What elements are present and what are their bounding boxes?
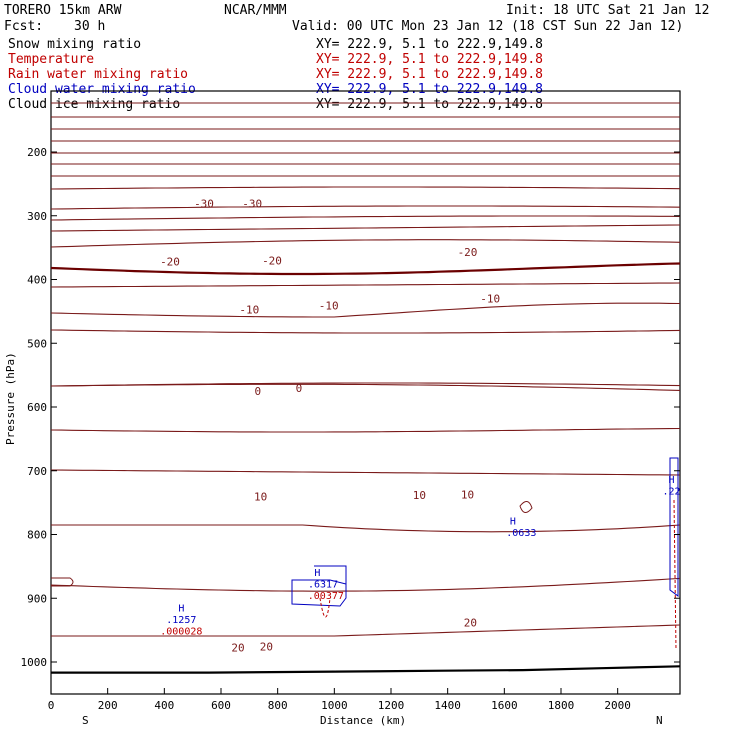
cloud-water-cell-1b: [314, 565, 347, 596]
contour-labels: -30 -30 -20 -20 -20 -10 -10 -10 0 0 10 10 10 20 20 20: [160, 198, 500, 655]
cloud-water-cell-1: [291, 579, 347, 607]
field-name-3: Cloud water mixing ratio: [8, 82, 196, 97]
field-name-0: Snow mixing ratio: [8, 37, 141, 52]
contour-label-9: 0: [296, 382, 303, 395]
fcst-value: 30 h: [74, 19, 105, 34]
fcst-label: Fcst:: [4, 19, 43, 34]
annotation-3: H: [314, 568, 320, 579]
contour-label-8: 0: [255, 385, 262, 398]
annotation-7: .0633: [506, 528, 536, 539]
contour--20: [50, 205, 681, 210]
annotation-8: H: [668, 475, 674, 486]
contour-5: [50, 282, 681, 288]
x-tick-label-1000: 1000: [321, 699, 348, 712]
x-tick-label-0: 0: [48, 699, 55, 712]
field-name-1: Temperature: [8, 52, 94, 67]
rain-cell-1: [319, 597, 331, 618]
x-tick-label-600: 600: [211, 699, 231, 712]
field-xy-4: XY= 222.9, 5.1 to 222.9,149.8: [316, 97, 543, 112]
annotation-9: .22: [662, 486, 680, 497]
contour-lower-4: [50, 577, 681, 592]
contour-label-13: 20: [231, 641, 244, 654]
init-time: Init: 18 UTC Sat 21 Jan 12: [506, 3, 710, 18]
field-xy-2: XY= 222.9, 5.1 to 222.9,149.8: [316, 67, 543, 82]
annotation-6: H: [510, 516, 516, 527]
x-axis-label: Distance (km): [320, 714, 406, 727]
contour-label-0: -30: [194, 198, 214, 211]
x-tick-label-200: 200: [98, 699, 118, 712]
field-xy-1: XY= 222.9, 5.1 to 222.9,149.8: [316, 52, 543, 67]
annotation-2: .000028: [160, 627, 202, 638]
cloud-water-cell-edge: [669, 457, 679, 597]
terrain-surface: [51, 665, 681, 674]
x-tick-label-2000: 2000: [604, 699, 631, 712]
contour--25: [50, 186, 681, 190]
contour-lower-1: [50, 427, 681, 433]
contour-label-4: -20: [458, 246, 478, 259]
south-label: S: [82, 714, 89, 727]
contour-lower-5: [51, 624, 681, 637]
field-xy-0: XY= 222.9, 5.1 to 222.9,149.8: [316, 37, 543, 52]
field-name-2: Rain water mixing ratio: [8, 67, 188, 82]
annotation-1: .1257: [166, 615, 196, 626]
contour--15: [50, 215, 681, 221]
y-axis-label: Pressure (hPa): [4, 352, 17, 445]
annotation-5: .00377: [308, 591, 344, 602]
contour-lower-3: [51, 524, 681, 533]
terrain-line: [51, 665, 681, 674]
contour-label-3: -20: [262, 254, 282, 267]
y-tick-label-600: 600: [27, 401, 47, 414]
y-tick-label-200: 200: [27, 146, 47, 159]
x-tick-label-400: 400: [154, 699, 174, 712]
contour-label-10: 10: [254, 490, 267, 503]
field-name-4: Cloud ice mixing ratio: [8, 97, 180, 112]
annotation-4: .6317: [308, 579, 338, 590]
x-tick-label-1600: 1600: [491, 699, 518, 712]
north-label: N: [656, 714, 663, 727]
field-xy-3: XY= 222.9, 5.1 to 222.9,149.8: [316, 82, 543, 97]
contour-0: [50, 262, 681, 276]
contour-label-12: 10: [461, 488, 474, 501]
cloud-small-cell: [519, 501, 533, 513]
field-legend: Snow mixing ratio XY= 222.9, 5.1 to 222.9…: [8, 37, 543, 112]
contour-lower-0: [50, 383, 681, 391]
contour-label-15: 20: [464, 616, 477, 629]
x-tick-label-1800: 1800: [548, 699, 575, 712]
left-edge-contour: [51, 577, 74, 587]
contour-10: [50, 302, 681, 318]
y-tick-label-700: 700: [27, 465, 47, 478]
valid-time: Valid: 00 UTC Mon 23 Jan 12 (18 CST Sun …: [292, 19, 683, 34]
contour-label-1: -30: [242, 198, 262, 211]
x-tick-label-1400: 1400: [434, 699, 461, 712]
rain-cell-edge: [673, 499, 677, 651]
plot-frame: [50, 90, 681, 695]
contour-label-7: -10: [480, 293, 500, 306]
contour-lower-2: [50, 469, 681, 476]
center-title: NCAR/MMM: [224, 3, 287, 18]
contour-label-14: 20: [260, 641, 273, 654]
y-tick-label-800: 800: [27, 529, 47, 542]
temperature-contours: [50, 102, 681, 637]
y-tick-label-500: 500: [27, 337, 47, 350]
cloud-features: [51, 457, 679, 651]
annotation-0: H: [178, 604, 184, 615]
contour-label-5: -10: [239, 303, 259, 316]
x-tick-label-800: 800: [268, 699, 288, 712]
y-tick-label-1000: 1000: [21, 656, 48, 669]
y-tick-label-900: 900: [27, 592, 47, 605]
y-tick-label-400: 400: [27, 274, 47, 287]
x-tick-label-1200: 1200: [378, 699, 405, 712]
contour-15: [50, 329, 681, 334]
y-tick-label-300: 300: [27, 210, 47, 223]
contour-label-11: 10: [413, 489, 426, 502]
contour-label-6: -10: [319, 300, 339, 313]
contour--10: [50, 224, 681, 232]
model-title: TORERO 15km ARW: [4, 3, 122, 18]
contour--5: [50, 239, 681, 248]
contour-label-2: -20: [160, 256, 180, 269]
